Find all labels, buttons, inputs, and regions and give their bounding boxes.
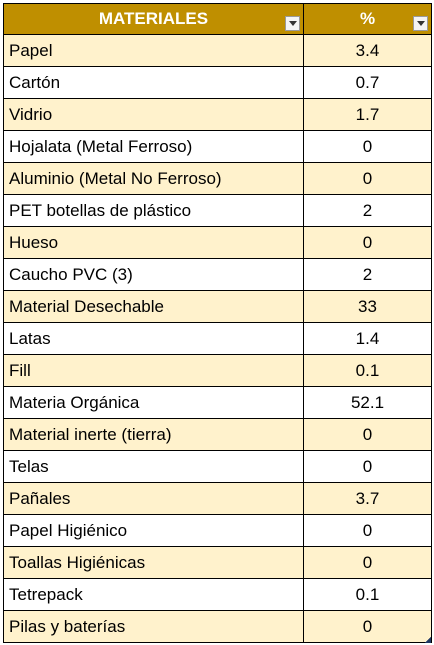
percent-cell[interactable]: 0.7 xyxy=(303,66,432,99)
material-cell[interactable]: Papel xyxy=(3,34,304,67)
material-cell[interactable]: Materia Orgánica xyxy=(3,386,304,419)
material-cell[interactable]: Caucho PVC (3) xyxy=(3,258,304,291)
header-materiales-label: MATERIALES xyxy=(98,9,209,28)
table-row: Vidrio 1.7 xyxy=(3,98,432,131)
percent-cell[interactable]: 52.1 xyxy=(303,386,432,419)
material-cell[interactable]: Tetrepack xyxy=(3,578,304,611)
percent-cell[interactable]: 0.1 xyxy=(303,354,432,387)
percent-cell[interactable]: 0 xyxy=(303,546,432,579)
percent-cell[interactable]: 0 xyxy=(303,226,432,259)
material-cell[interactable]: Telas xyxy=(3,450,304,483)
percent-cell[interactable]: 1.7 xyxy=(303,98,432,131)
table-row: Latas 1.4 xyxy=(3,322,432,355)
header-percent: % xyxy=(303,3,432,35)
material-cell[interactable]: Cartón xyxy=(3,66,304,99)
percent-cell[interactable]: 0 xyxy=(303,450,432,483)
material-cell[interactable]: Toallas Higiénicas xyxy=(3,546,304,579)
percent-cell[interactable]: 0 xyxy=(303,610,432,643)
material-cell[interactable]: Fill xyxy=(3,354,304,387)
table-row: Caucho PVC (3) 2 xyxy=(3,258,432,291)
material-cell[interactable]: Pilas y baterías xyxy=(3,610,304,643)
percent-cell[interactable]: 3.7 xyxy=(303,482,432,515)
material-cell[interactable]: Latas xyxy=(3,322,304,355)
percent-cell[interactable]: 0.1 xyxy=(303,578,432,611)
percent-cell[interactable]: 0 xyxy=(303,130,432,163)
table-row: Papel Higiénico 0 xyxy=(3,514,432,547)
header-row: MATERIALES % xyxy=(3,3,432,35)
table-row: Fill 0.1 xyxy=(3,354,432,387)
header-materiales: MATERIALES xyxy=(3,3,304,35)
table-row: Pilas y baterías 0 xyxy=(3,610,432,643)
resize-handle-icon[interactable] xyxy=(425,637,431,643)
material-cell[interactable]: Hojalata (Metal Ferroso) xyxy=(3,130,304,163)
percent-cell[interactable]: 0 xyxy=(303,514,432,547)
table-row: Tetrepack 0.1 xyxy=(3,578,432,611)
table-row: Materia Orgánica 52.1 xyxy=(3,386,432,419)
chevron-down-icon xyxy=(416,21,425,26)
materials-table-container: MATERIALES % Papel 3.4 Cartón xyxy=(3,3,432,643)
material-cell[interactable]: Papel Higiénico xyxy=(3,514,304,547)
percent-cell[interactable]: 33 xyxy=(303,290,432,323)
percent-cell[interactable]: 2 xyxy=(303,258,432,291)
header-percent-label: % xyxy=(359,9,376,28)
materiales-filter-button[interactable] xyxy=(285,16,300,31)
table-row: Hueso 0 xyxy=(3,226,432,259)
percent-cell[interactable]: 2 xyxy=(303,194,432,227)
chevron-down-icon xyxy=(288,21,297,26)
table-row: Telas 0 xyxy=(3,450,432,483)
table-row: Cartón 0.7 xyxy=(3,66,432,99)
table-row: Hojalata (Metal Ferroso) 0 xyxy=(3,130,432,163)
table-row: PET botellas de plástico 2 xyxy=(3,194,432,227)
material-cell[interactable]: Pañales xyxy=(3,482,304,515)
materials-table: MATERIALES % Papel 3.4 Cartón xyxy=(3,3,432,643)
percent-cell[interactable]: 0 xyxy=(303,162,432,195)
material-cell[interactable]: Vidrio xyxy=(3,98,304,131)
table-row: Pañales 3.7 xyxy=(3,482,432,515)
material-cell[interactable]: Aluminio (Metal No Ferroso) xyxy=(3,162,304,195)
table-row: Material inerte (tierra) 0 xyxy=(3,418,432,451)
material-cell[interactable]: Material inerte (tierra) xyxy=(3,418,304,451)
table-row: Aluminio (Metal No Ferroso) 0 xyxy=(3,162,432,195)
percent-cell[interactable]: 0 xyxy=(303,418,432,451)
material-cell[interactable]: PET botellas de plástico xyxy=(3,194,304,227)
table-row: Papel 3.4 xyxy=(3,34,432,67)
material-cell[interactable]: Hueso xyxy=(3,226,304,259)
percent-cell[interactable]: 3.4 xyxy=(303,34,432,67)
percent-cell[interactable]: 1.4 xyxy=(303,322,432,355)
material-cell[interactable]: Material Desechable xyxy=(3,290,304,323)
percent-filter-button[interactable] xyxy=(413,16,428,31)
table-row: Material Desechable 33 xyxy=(3,290,432,323)
table-row: Toallas Higiénicas 0 xyxy=(3,546,432,579)
